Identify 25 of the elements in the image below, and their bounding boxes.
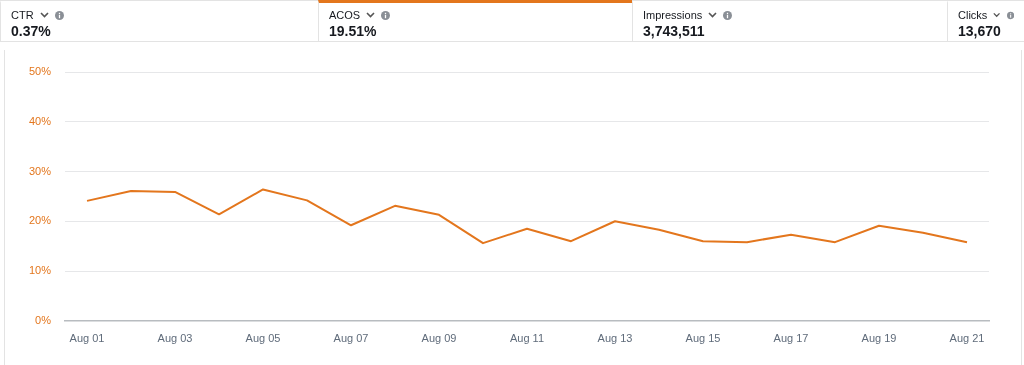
text: ACOS [329,9,361,21]
y-tick-label: 30% [28,164,52,177]
y-tick-label: 50% [28,65,52,78]
x-tick-label: Aug 05 [245,332,281,345]
y-tick-label: 0% [35,313,52,326]
y-tick-label: 40% [28,114,52,127]
text: 0.37% [11,23,52,39]
x-tick-label: Aug 21 [949,332,985,345]
text: CTR [11,9,34,21]
text: 13,670 [958,23,1002,39]
x-tick-label: Aug 19 [861,332,897,345]
x-tick-label: Aug 01 [69,332,105,345]
x-tick-label: Aug 03 [157,332,193,345]
text: 19.51% [329,23,378,39]
x-tick-label: Aug 09 [421,332,457,345]
x-tick-label: Aug 07 [333,332,369,345]
text: Clicks [958,9,988,21]
text: Impressions [643,9,703,21]
x-tick-label: Aug 13 [597,332,633,345]
text: 3,743,511 [643,23,706,39]
x-tick-label: Aug 15 [685,332,721,345]
y-tick-label: 20% [28,214,52,227]
x-tick-label: Aug 17 [773,332,809,345]
x-tick-label: Aug 11 [509,332,545,345]
y-tick-label: 10% [28,264,52,277]
